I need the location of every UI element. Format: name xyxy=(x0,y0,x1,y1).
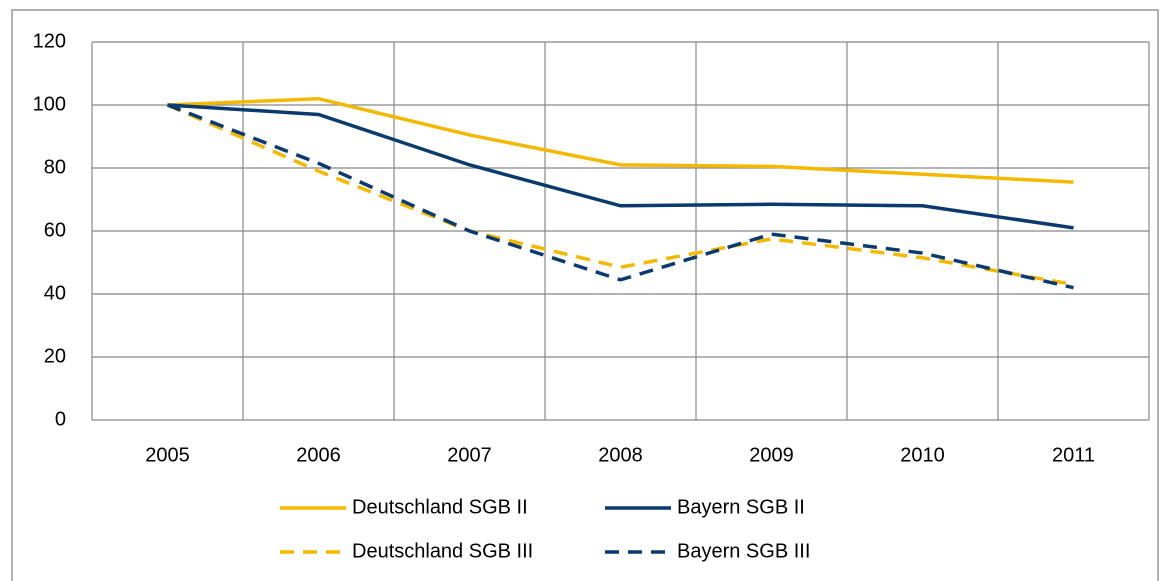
y-tick-label: 120 xyxy=(33,30,66,52)
x-tick-label: 2007 xyxy=(447,444,492,466)
legend-label: Bayern SGB III xyxy=(677,540,810,562)
series-line xyxy=(166,103,1074,287)
x-tick-label: 2010 xyxy=(900,444,945,466)
y-tick-label: 80 xyxy=(44,156,66,178)
chart-frame xyxy=(11,9,1159,581)
legend-label: Deutschland SGB III xyxy=(352,540,533,562)
x-tick-label: 2005 xyxy=(145,444,190,466)
x-tick-label: 2006 xyxy=(296,444,341,466)
series-line xyxy=(167,103,1074,230)
series-line xyxy=(166,103,1074,290)
x-tick-label: 2008 xyxy=(598,444,643,466)
series-line xyxy=(167,96,1074,184)
y-tick-label: 40 xyxy=(44,282,66,304)
y-tick-label: 100 xyxy=(33,93,66,115)
legend-label: Deutschland SGB II xyxy=(352,496,528,518)
y-tick-label: 20 xyxy=(44,345,66,367)
x-tick-label: 2009 xyxy=(749,444,794,466)
x-tick-label: 2011 xyxy=(1052,444,1095,466)
y-tick-label: 0 xyxy=(55,408,66,430)
y-tick-label: 60 xyxy=(44,219,66,241)
legend-label: Bayern SGB II xyxy=(677,496,805,518)
